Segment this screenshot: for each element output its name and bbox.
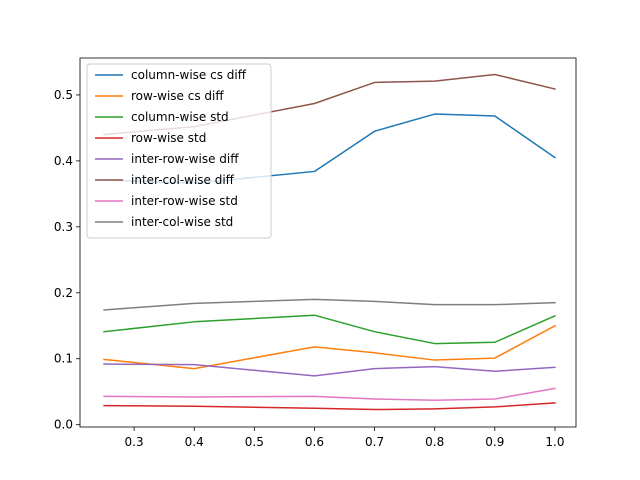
legend-label-7: inter-col-wise std [131,215,233,229]
x-tick-label-6: 0.9 [485,435,504,449]
legend-label-6: inter-row-wise std [131,194,238,208]
legend-box [86,63,272,239]
series-line-6 [103,387,556,402]
axes-layer: 0.3 0.4 0.5 0.6 0.7 0.8 0.9 1.0 0.0 0.1 0.2 0.3 0.4 0… [54,57,577,449]
legend: column-wise cs diff row-wise cs diff colum… [86,63,272,239]
series-line-2 [103,314,556,345]
series-line-4 [103,363,556,377]
x-tick-label-4: 0.7 [365,435,384,449]
x-tick-label-2: 0.5 [245,435,264,449]
x-tick-label-1: 0.4 [185,435,204,449]
y-tick-label-2: 0.2 [54,286,73,300]
legend-label-0: column-wise cs diff [131,68,247,82]
y-tick-label-4: 0.4 [54,154,73,168]
legend-label-2: column-wise std [131,110,229,124]
legend-label-4: inter-row-wise diff [131,152,239,166]
legend-label-1: row-wise cs diff [131,89,224,103]
x-tick-label-0: 0.3 [125,435,144,449]
y-tick-label-1: 0.1 [54,352,73,366]
series-line-3 [103,402,556,411]
y-tick-label-0: 0.0 [54,418,73,432]
x-tick-label-7: 1.0 [545,435,564,449]
series-line-1 [103,324,556,370]
x-tick-label-3: 0.6 [305,435,324,449]
series-line-7 [103,298,556,311]
legend-label-3: row-wise std [131,131,206,145]
plot-frame [79,57,577,428]
y-tick-label-5: 0.5 [54,88,73,102]
legend-label-5: inter-col-wise diff [131,173,235,187]
x-tick-label-5: 0.8 [425,435,444,449]
y-tick-label-3: 0.3 [54,220,73,234]
